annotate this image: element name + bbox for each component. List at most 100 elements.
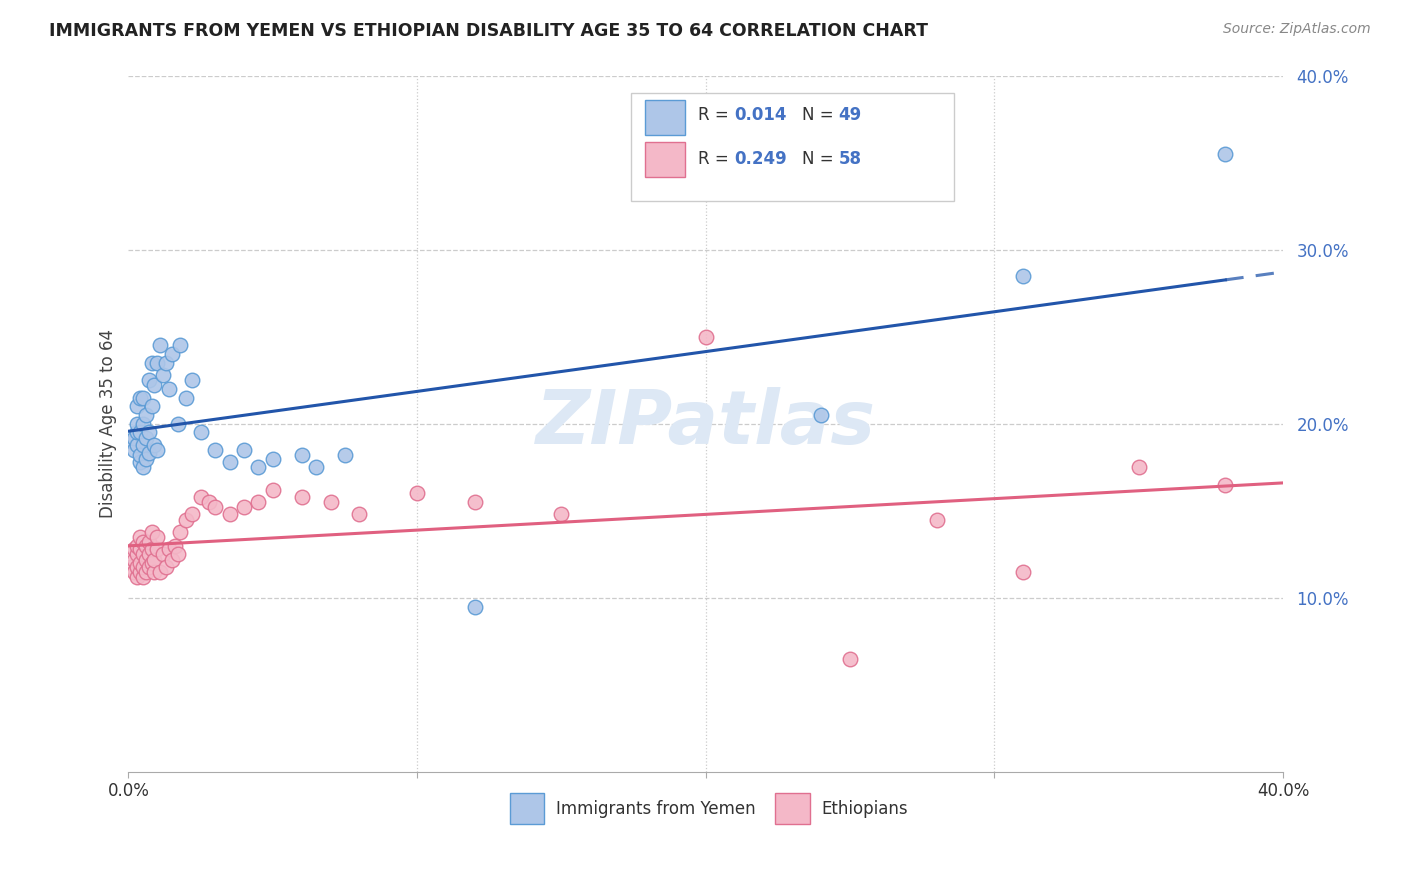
Text: R =: R = (697, 150, 734, 168)
Point (406, 486, 429, 500)
Point (1012, 268, 1035, 283)
Point (129, 556, 152, 570)
Point (135, 565, 157, 579)
Point (138, 373, 160, 387)
Point (138, 535, 160, 549)
Point (291, 448, 314, 462)
Point (149, 565, 172, 579)
Point (160, 347, 183, 361)
Y-axis label: Disability Age 35 to 64: Disability Age 35 to 64 (100, 329, 117, 518)
Point (132, 559, 155, 574)
Point (291, 490, 314, 504)
Point (138, 559, 160, 574)
Point (262, 451, 284, 466)
Point (129, 565, 152, 579)
Point (232, 500, 254, 515)
Point (155, 356, 177, 370)
Point (146, 542, 169, 557)
Point (157, 382, 180, 396)
Point (1215, 147, 1237, 161)
Point (141, 400, 163, 414)
Point (149, 338, 172, 352)
Point (127, 400, 149, 414)
Point (120, 434, 142, 449)
Point (152, 547, 174, 561)
Point (135, 451, 157, 466)
Point (190, 490, 212, 504)
Point (141, 356, 163, 370)
Text: N =: N = (801, 106, 838, 124)
Point (129, 448, 152, 462)
Point (839, 652, 862, 666)
Point (141, 542, 163, 557)
Point (204, 500, 226, 515)
Point (169, 524, 191, 539)
Point (1012, 565, 1035, 579)
Point (174, 391, 197, 405)
Bar (509, 793, 544, 824)
Point (146, 442, 169, 457)
Text: ZIPatlas: ZIPatlas (536, 387, 876, 460)
Bar (644, 142, 685, 177)
Point (127, 437, 149, 451)
Point (155, 559, 177, 574)
Point (262, 483, 284, 497)
Bar (644, 100, 685, 135)
Point (129, 425, 152, 440)
Point (810, 408, 832, 422)
Point (174, 512, 197, 526)
Text: Immigrants from Yemen: Immigrants from Yemen (555, 800, 755, 818)
Point (122, 565, 145, 579)
Point (181, 508, 204, 522)
Text: R =: R = (697, 106, 734, 124)
Text: Ethiopians: Ethiopians (821, 800, 908, 818)
Text: 0.249: 0.249 (735, 150, 787, 168)
Point (204, 442, 226, 457)
Point (166, 547, 188, 561)
Point (122, 431, 145, 445)
Point (129, 455, 152, 469)
Point (152, 368, 174, 382)
Point (163, 539, 186, 553)
Point (127, 570, 149, 584)
Point (143, 437, 166, 451)
Point (160, 552, 183, 566)
Point (129, 530, 152, 544)
Point (132, 417, 155, 431)
Point (132, 460, 155, 475)
Point (198, 495, 221, 509)
Point (143, 552, 166, 566)
Point (127, 539, 149, 553)
Point (132, 547, 155, 561)
Point (138, 446, 160, 460)
Point (349, 508, 371, 522)
Point (122, 442, 145, 457)
Point (218, 455, 240, 469)
Point (218, 508, 240, 522)
Point (138, 425, 160, 440)
Point (157, 542, 180, 557)
Bar (775, 793, 810, 824)
Point (127, 547, 149, 561)
Point (129, 542, 152, 557)
Point (550, 508, 572, 522)
Point (141, 556, 163, 570)
Text: N =: N = (801, 150, 838, 168)
Point (132, 437, 155, 451)
Point (132, 535, 155, 549)
Point (166, 417, 188, 431)
Point (319, 495, 342, 509)
Point (135, 408, 157, 422)
Point (122, 542, 145, 557)
Point (122, 552, 145, 566)
Point (181, 373, 204, 387)
Point (143, 565, 166, 579)
Point (464, 599, 486, 614)
Point (135, 552, 157, 566)
Point (333, 448, 356, 462)
Point (143, 378, 166, 392)
Point (247, 495, 270, 509)
Point (925, 512, 948, 526)
Point (127, 417, 149, 431)
Point (120, 559, 142, 574)
